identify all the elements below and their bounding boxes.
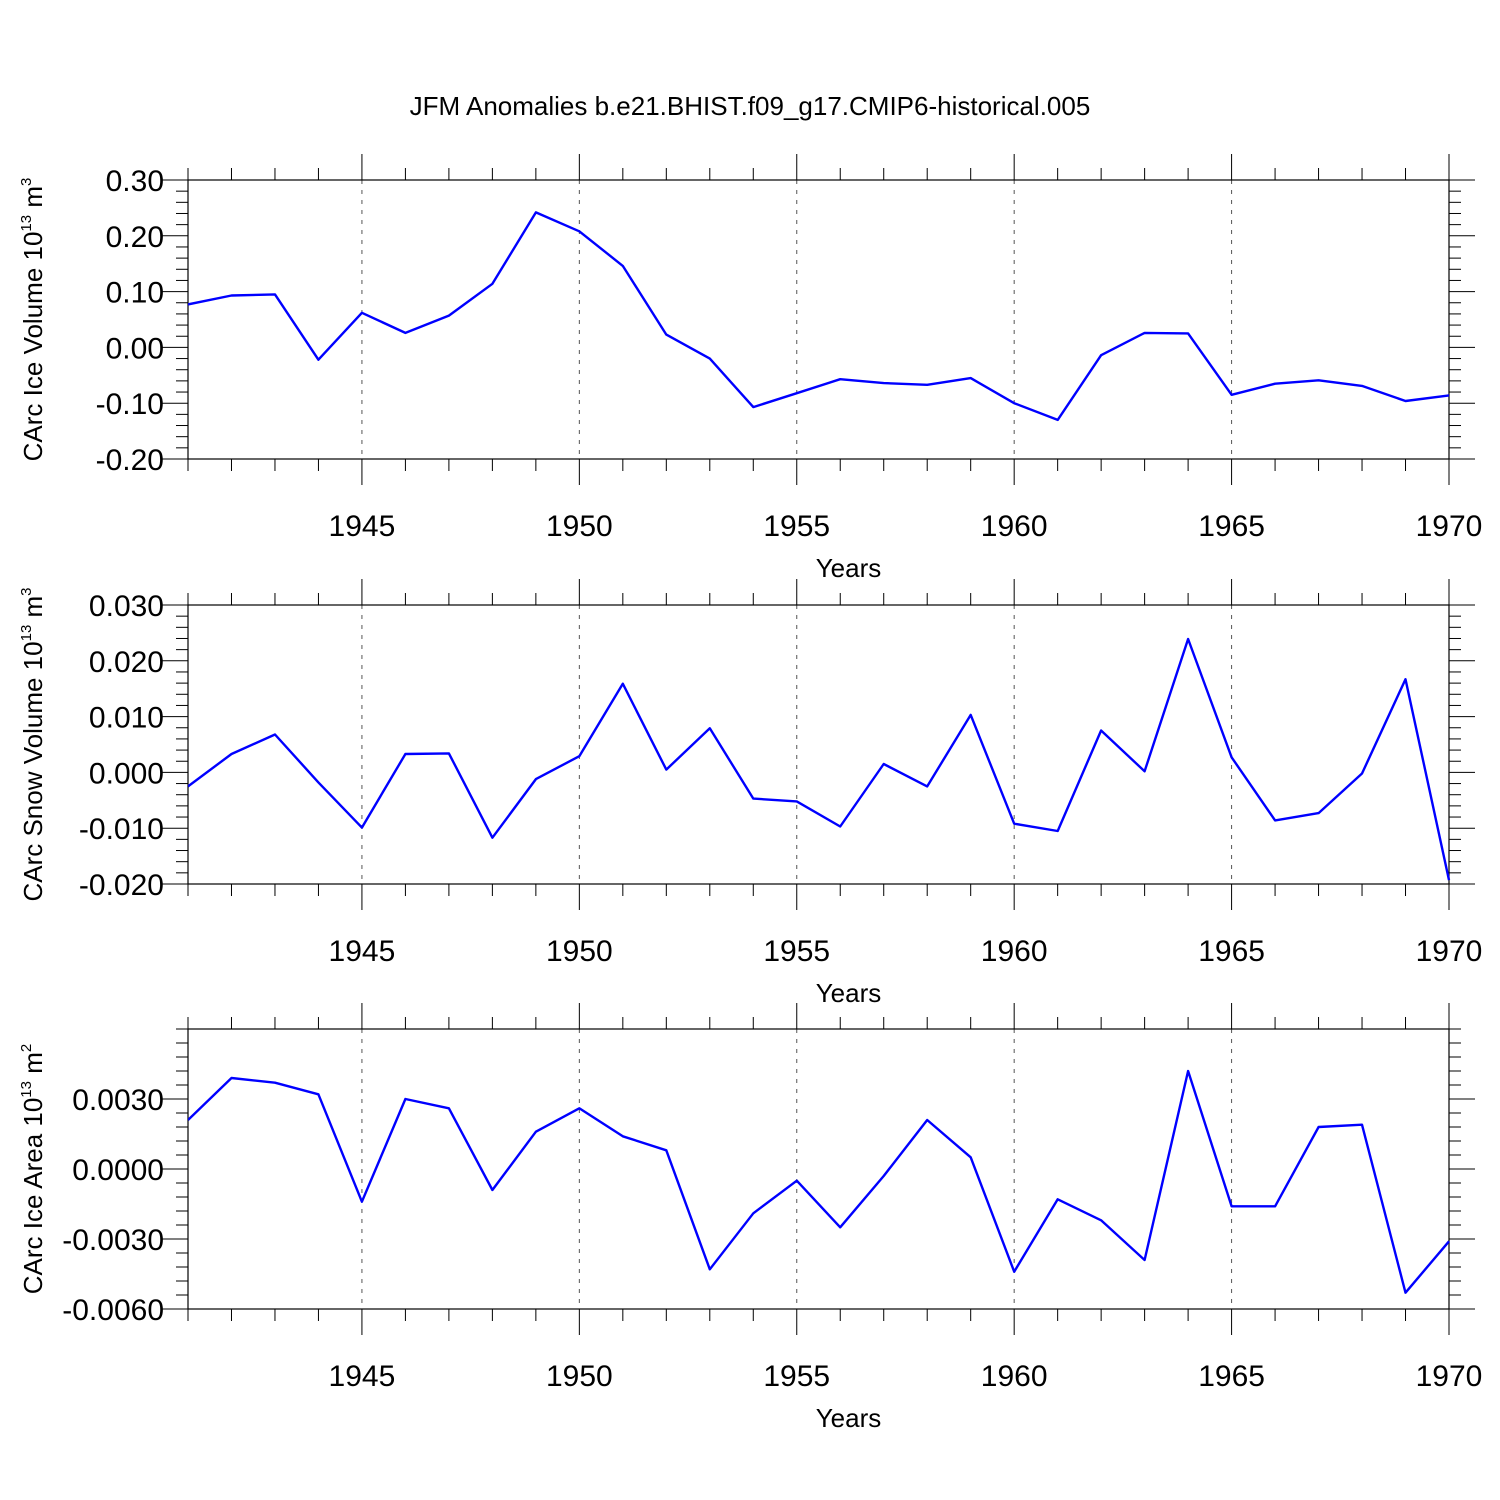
y-axis-title-text: CArc Ice Area 10 (18, 1098, 48, 1295)
y-axis-title: CArc Snow Volume 1013 m3 (18, 587, 48, 901)
y-tick-label: 0.00 (106, 332, 164, 365)
x-tick-label: 1965 (1198, 1360, 1265, 1393)
y-tick-label: -0.20 (96, 444, 164, 477)
plot-frame (187, 1028, 1450, 1310)
y-axis-title-text: CArc Ice Volume 10 (18, 232, 48, 462)
y-axis-title-unit-exponent: 3 (18, 178, 35, 186)
x-tick-label: 1945 (329, 935, 396, 968)
y-axis-title-exponent: 13 (18, 215, 35, 232)
y-axis-title: CArc Ice Area 1013 m2 (18, 1044, 48, 1294)
y-axis-title-unit: m (18, 596, 48, 625)
y-axis-title-exponent: 13 (18, 625, 35, 642)
x-tick-label: 1950 (546, 510, 613, 543)
y-tick-label: -0.0060 (62, 1294, 164, 1327)
y-tick-label: -0.020 (79, 869, 164, 902)
x-tick-label: 1970 (1416, 935, 1483, 968)
y-tick-label: 0.020 (89, 646, 164, 679)
y-axis-title-text: CArc Snow Volume 10 (18, 641, 48, 901)
x-tick-label: 1945 (329, 1360, 396, 1393)
x-tick-label: 1945 (329, 510, 396, 543)
x-tick-label: 1965 (1198, 510, 1265, 543)
y-tick-label: -0.0030 (62, 1224, 164, 1257)
x-tick-label: 1955 (763, 1360, 830, 1393)
x-tick-label: 1960 (981, 510, 1048, 543)
x-axis-title: Years (816, 978, 882, 1008)
y-axis-title-unit-exponent: 2 (18, 1044, 35, 1052)
panels: -0.20 -0.10 0.00 0.10 0.20 0.30 1945 1950 1955 19… (18, 154, 1482, 1433)
data-line (188, 211, 1450, 422)
y-tick-label: 0.010 (89, 702, 164, 735)
y-axis-title-unit: m (18, 186, 48, 215)
y-axis-title: CArc Ice Volume 1013 m3 (18, 178, 48, 462)
x-tick-label: 1950 (546, 935, 613, 968)
data-line (188, 637, 1451, 881)
y-axis-title-unit: m (18, 1052, 48, 1081)
panel-2: -0.020 -0.010 0.000 0.010 0.020 0.030 1945 1950… (18, 579, 1482, 1008)
y-tick-label: -0.10 (96, 388, 164, 421)
x-tick-label: 1960 (981, 1360, 1048, 1393)
y-tick-label: 0.0000 (72, 1154, 164, 1187)
y-tick-label: 0.000 (89, 757, 164, 790)
x-tick-label: 1970 (1416, 1360, 1483, 1393)
panel-1: -0.20 -0.10 0.00 0.10 0.20 0.30 1945 1950 1955 19… (18, 154, 1482, 583)
x-tick-label: 1960 (981, 935, 1048, 968)
y-tick-label: 0.30 (106, 165, 164, 198)
x-axis-title: Years (816, 553, 882, 583)
x-axis-title: Years (816, 1403, 882, 1433)
x-tick-label: 1955 (763, 510, 830, 543)
x-tick-label: 1965 (1198, 935, 1265, 968)
x-tick-label: 1970 (1416, 510, 1483, 543)
y-tick-label: 0.030 (89, 590, 164, 623)
y-tick-label: 0.10 (106, 277, 164, 310)
figure-title: JFM Anomalies b.e21.BHIST.f09_g17.CMIP6-… (410, 91, 1091, 121)
y-tick-label: 0.0030 (72, 1084, 164, 1117)
y-tick-label: -0.010 (79, 813, 164, 846)
plot-frame (187, 179, 1450, 460)
panel-3: -0.0060 -0.0030 0.0000 0.0030 1945 1950 1955 19… (18, 1003, 1482, 1433)
y-axis-title-unit-exponent: 3 (18, 587, 35, 595)
y-axis-title-exponent: 13 (18, 1081, 35, 1098)
plot-frame (187, 604, 1450, 885)
x-tick-label: 1950 (546, 1360, 613, 1393)
x-tick-label: 1955 (763, 935, 830, 968)
y-tick-label: 0.20 (106, 221, 164, 254)
data-line (188, 1069, 1450, 1294)
